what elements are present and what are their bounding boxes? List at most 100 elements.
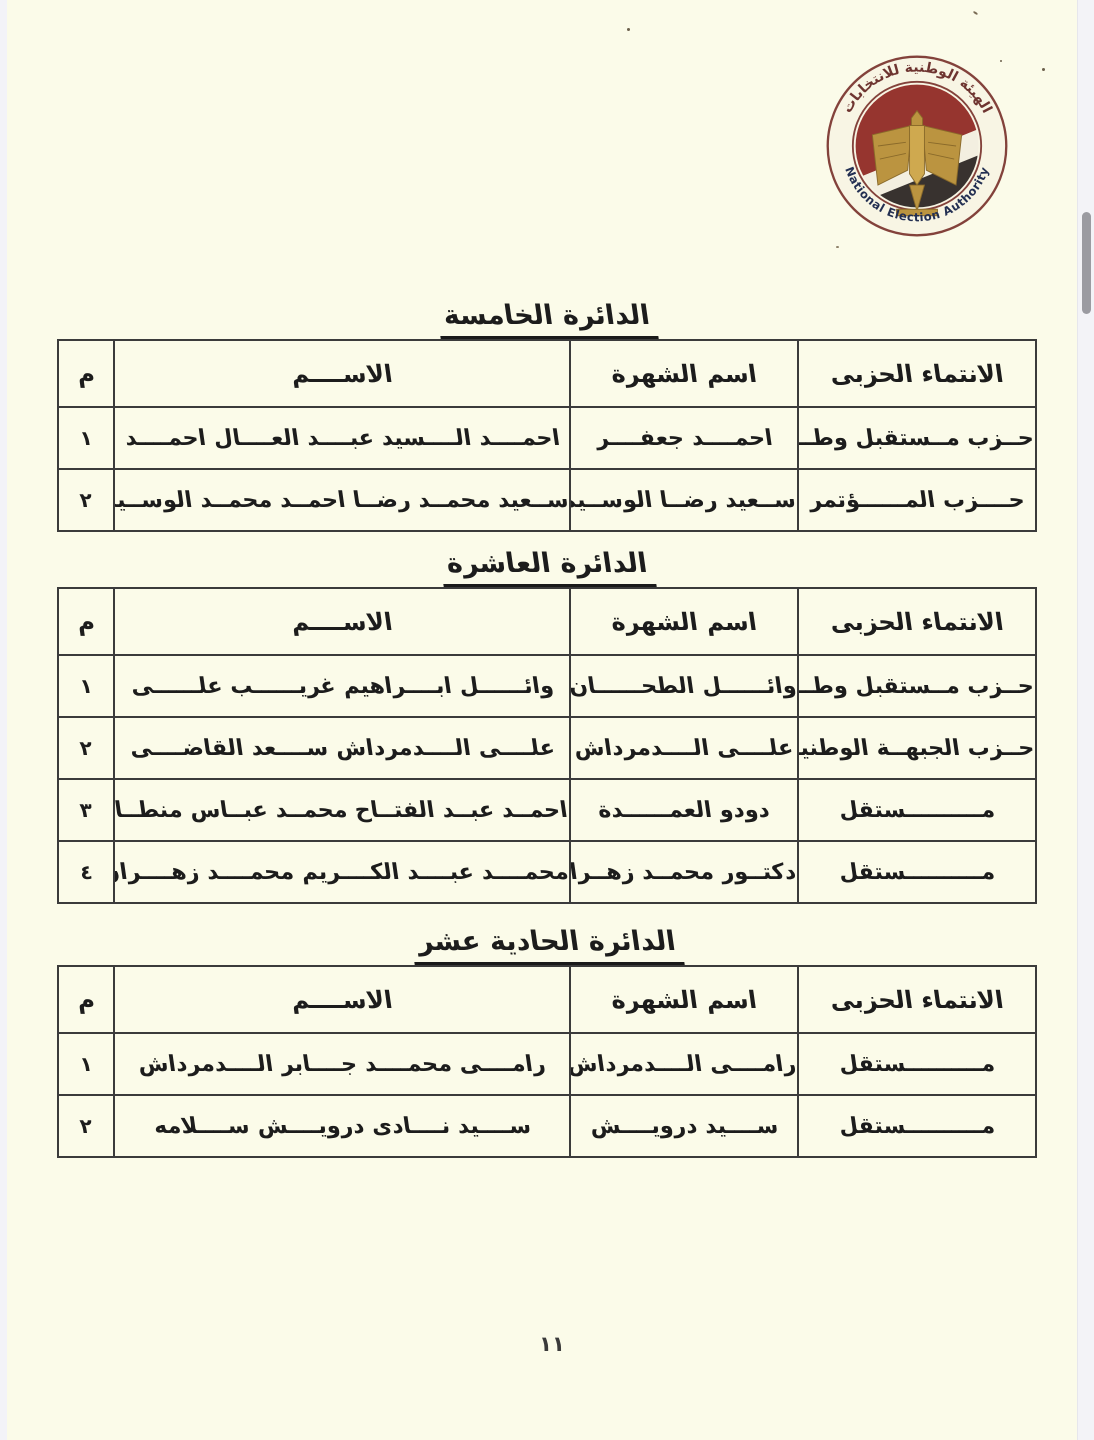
header-alias-label: اسم الشهرة bbox=[609, 607, 759, 636]
name-value: محمــــد عبــــد الكــــريم محمــــد زهـ… bbox=[114, 859, 570, 885]
district-10-table: الانتماء الحزبى اسم الشهرة الاســــم م ح… bbox=[57, 587, 1037, 904]
header-name: الاســــم bbox=[113, 339, 571, 408]
header-party-label: الانتماء الحزبى bbox=[828, 359, 1006, 388]
table-row: حــزب الجبهــة الوطنيــة علــــى الــــد… bbox=[57, 716, 1037, 780]
cell-alias: علــــى الــــدمرداش bbox=[569, 716, 799, 780]
name-value: احمــــد الــــسيد عبــــد العــــال احم… bbox=[122, 425, 562, 451]
row-number: ١ bbox=[78, 673, 94, 698]
header-alias: اسم الشهرة bbox=[569, 587, 799, 656]
table-header-row: الانتماء الحزبى اسم الشهرة الاســــم م bbox=[57, 587, 1037, 656]
party-value: مــــــــــستقل bbox=[837, 797, 997, 823]
window-left-edge bbox=[0, 0, 7, 1440]
alias-value: دودو العمــــــدة bbox=[596, 797, 772, 823]
name-value: علــــى الــــدمرداش ســــعد القاضــــى bbox=[127, 735, 557, 761]
cell-name: ســعيد محمــد رضــا احمــد محمــد الوســ… bbox=[113, 468, 571, 532]
table-row: مــــــــــستقل دكتــور محمــد زهــران م… bbox=[57, 840, 1037, 904]
row-number: ٢ bbox=[78, 735, 94, 760]
cell-no: ١ bbox=[57, 406, 115, 470]
district-11-table: الانتماء الحزبى اسم الشهرة الاســــم م م… bbox=[57, 965, 1037, 1158]
section-1-title: الدائرة الخامسة bbox=[435, 300, 659, 339]
alias-value: احمــــد جعفــــر bbox=[594, 425, 774, 451]
cell-party: مــــــــــستقل bbox=[797, 840, 1037, 904]
alias-value: وائــــــل الطحــــــان bbox=[570, 673, 798, 699]
scrollbar-thumb[interactable] bbox=[1082, 212, 1091, 314]
name-value: احمــد عبــد الفتــاح محمــد عبــاس منطـ… bbox=[114, 797, 570, 823]
party-value: مــــــــــستقل bbox=[837, 1113, 997, 1139]
cell-party: مــــــــــستقل bbox=[797, 778, 1037, 842]
header-party-label: الانتماء الحزبى bbox=[828, 607, 1006, 636]
header-no: م bbox=[57, 965, 115, 1034]
national-election-authority-emblem-icon: الهيئة الوطنية للانتخابات National Elect… bbox=[826, 55, 1008, 237]
page-number-value: ١١ bbox=[539, 1332, 565, 1356]
cell-party: مــــــــــستقل bbox=[797, 1094, 1037, 1158]
header-alias-label: اسم الشهرة bbox=[609, 359, 759, 388]
header-no-label: م bbox=[75, 985, 97, 1014]
party-value: حــــزب المــــــؤتمر bbox=[807, 487, 1027, 513]
scan-speck bbox=[1000, 60, 1002, 62]
cell-party: حــزب مــستقبل وطــن bbox=[797, 654, 1037, 718]
cell-name: احمــــد الــــسيد عبــــد العــــال احم… bbox=[113, 406, 571, 470]
party-value: مــــــــــستقل bbox=[837, 1051, 997, 1077]
cell-no: ٣ bbox=[57, 778, 115, 842]
district-5-table: الانتماء الحزبى اسم الشهرة الاســــم م ح… bbox=[57, 339, 1037, 532]
row-number: ١ bbox=[78, 1051, 94, 1076]
cell-alias: دكتــور محمــد زهــران bbox=[569, 840, 799, 904]
cell-name: محمــــد عبــــد الكــــريم محمــــد زهـ… bbox=[113, 840, 571, 904]
row-number: ٤ bbox=[78, 859, 94, 884]
cell-alias: دودو العمــــــدة bbox=[569, 778, 799, 842]
cell-alias: احمــــد جعفــــر bbox=[569, 406, 799, 470]
eagle-of-saladin-icon bbox=[871, 109, 963, 217]
header-party: الانتماء الحزبى bbox=[797, 965, 1037, 1034]
header-alias: اسم الشهرة bbox=[569, 339, 799, 408]
cell-alias: رامــــى الــــدمرداش bbox=[569, 1032, 799, 1096]
alias-value: دكتــور محمــد زهــران bbox=[570, 859, 798, 885]
cell-name: وائــــــل ابــــراهيم غريــــــب علــــ… bbox=[113, 654, 571, 718]
cell-no: ٤ bbox=[57, 840, 115, 904]
alias-value: علــــى الــــدمرداش bbox=[572, 735, 796, 761]
cell-alias: ســعيد رضــا الوســيمى bbox=[569, 468, 799, 532]
header-party: الانتماء الحزبى bbox=[797, 339, 1037, 408]
cell-no: ١ bbox=[57, 654, 115, 718]
nea-logo-seal: الهيئة الوطنية للانتخابات National Elect… bbox=[824, 53, 1010, 239]
cell-name: رامــــى محمــــد جــــابر الــــدمرداش bbox=[113, 1032, 571, 1096]
cell-party: حــزب الجبهــة الوطنيــة bbox=[797, 716, 1037, 780]
party-value: حــزب الجبهــة الوطنيــة bbox=[798, 735, 1036, 761]
row-number: ١ bbox=[78, 425, 94, 450]
scan-speck bbox=[1042, 68, 1045, 71]
scrollbar-track[interactable] bbox=[1077, 0, 1094, 1440]
header-alias-label: اسم الشهرة bbox=[609, 985, 759, 1014]
table-row: مــــــــــستقل دودو العمــــــدة احمــد… bbox=[57, 778, 1037, 842]
header-alias: اسم الشهرة bbox=[569, 965, 799, 1034]
cell-party: حــزب مــستقبل وطــن bbox=[797, 406, 1037, 470]
alias-value: رامــــى الــــدمرداش bbox=[570, 1051, 798, 1077]
name-value: ســعيد محمــد رضــا احمــد محمــد الوســ… bbox=[114, 487, 570, 513]
header-no: م bbox=[57, 339, 115, 408]
table-row: حــزب مــستقبل وطــن احمــــد جعفــــر ا… bbox=[57, 406, 1037, 470]
header-no-label: م bbox=[75, 607, 97, 636]
table-row: مــــــــــستقل رامــــى الــــدمرداش را… bbox=[57, 1032, 1037, 1096]
scan-speck bbox=[627, 28, 630, 31]
cell-name: علــــى الــــدمرداش ســــعد القاضــــى bbox=[113, 716, 571, 780]
cell-no: ٢ bbox=[57, 1094, 115, 1158]
table-row: حــــزب المــــــؤتمر ســعيد رضــا الوسـ… bbox=[57, 468, 1037, 532]
cell-party: مــــــــــستقل bbox=[797, 1032, 1037, 1096]
page-number: ١١ bbox=[0, 1332, 1094, 1356]
table-row: مــــــــــستقل ســــيد درويــــش ســــي… bbox=[57, 1094, 1037, 1158]
cell-no: ١ bbox=[57, 1032, 115, 1096]
party-value: حــزب مــستقبل وطــن bbox=[798, 425, 1036, 451]
cell-no: ٢ bbox=[57, 468, 115, 532]
row-number: ٢ bbox=[78, 487, 94, 512]
header-party-label: الانتماء الحزبى bbox=[828, 985, 1006, 1014]
cell-alias: ســــيد درويــــش bbox=[569, 1094, 799, 1158]
party-value: مــــــــــستقل bbox=[837, 859, 997, 885]
section-3-title: الدائرة الحادية عشر bbox=[409, 926, 685, 965]
header-name-label: الاســــم bbox=[289, 359, 395, 388]
table-header-row: الانتماء الحزبى اسم الشهرة الاســــم م bbox=[57, 965, 1037, 1034]
table-row: حــزب مــستقبل وطــن وائــــــل الطحــــ… bbox=[57, 654, 1037, 718]
header-name-label: الاســــم bbox=[289, 985, 395, 1014]
header-name: الاســــم bbox=[113, 587, 571, 656]
name-value: ســــيد نــــادى درويــــش ســــلامه bbox=[151, 1113, 533, 1139]
header-no-label: م bbox=[75, 359, 97, 388]
party-value: حــزب مــستقبل وطــن bbox=[798, 673, 1036, 699]
